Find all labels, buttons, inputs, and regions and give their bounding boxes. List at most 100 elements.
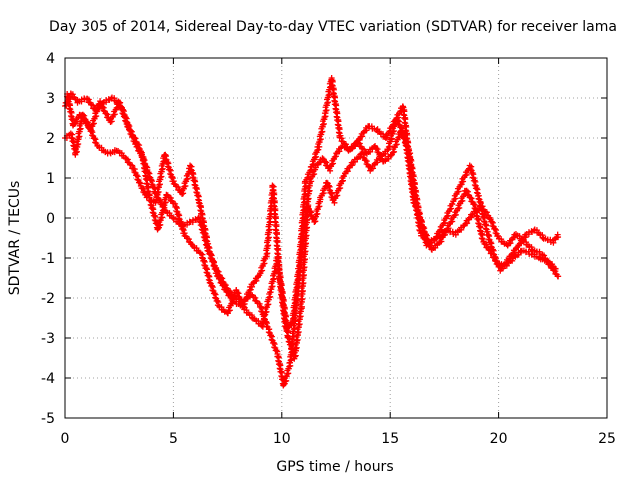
y-tick-label: -2 bbox=[41, 291, 55, 307]
data-point bbox=[471, 205, 478, 212]
data-point bbox=[448, 201, 455, 208]
data-point bbox=[191, 181, 198, 188]
data-point bbox=[420, 228, 427, 235]
x-tick-label: 20 bbox=[490, 431, 508, 447]
data-point bbox=[469, 174, 476, 181]
y-tick-label: 3 bbox=[46, 91, 55, 107]
data-point bbox=[452, 195, 459, 202]
data-point bbox=[123, 121, 130, 127]
y-tick-label: 4 bbox=[46, 51, 55, 67]
data-point bbox=[330, 160, 337, 167]
data-point bbox=[479, 210, 486, 217]
data-point bbox=[244, 293, 251, 300]
data-point bbox=[475, 195, 482, 202]
data-point bbox=[477, 227, 484, 234]
plot-frame bbox=[64, 57, 608, 419]
data-point bbox=[64, 97, 71, 104]
axes: 0 5 10 15 20 25 -5 -4 -3 -2 -1 0 1 2 3 4 bbox=[41, 51, 616, 447]
data-point bbox=[169, 214, 176, 221]
data-point bbox=[475, 220, 482, 227]
data-point bbox=[203, 237, 210, 244]
data-point bbox=[145, 191, 152, 198]
data-point bbox=[268, 336, 275, 343]
data-point bbox=[431, 236, 438, 243]
data-point bbox=[445, 212, 452, 219]
data-point bbox=[275, 357, 282, 364]
data-point bbox=[554, 231, 561, 238]
data-point bbox=[122, 117, 129, 124]
data-point bbox=[473, 212, 480, 219]
data-point bbox=[331, 101, 338, 108]
y-tick-label: 2 bbox=[46, 131, 55, 147]
data-point bbox=[423, 235, 430, 242]
data-point bbox=[335, 125, 342, 132]
data-point bbox=[330, 93, 337, 100]
data-point bbox=[195, 196, 202, 203]
data-point bbox=[265, 329, 272, 336]
data-point bbox=[193, 189, 200, 196]
series-track-b bbox=[62, 75, 559, 334]
data-point bbox=[413, 207, 420, 214]
data-point bbox=[162, 156, 169, 163]
y-tick-label: -3 bbox=[41, 331, 55, 347]
data-point bbox=[276, 365, 283, 372]
data-point bbox=[307, 212, 314, 219]
data-point bbox=[140, 160, 147, 167]
data-point bbox=[315, 146, 322, 153]
data-point bbox=[111, 111, 118, 118]
data-point bbox=[209, 287, 216, 294]
data-point bbox=[455, 188, 462, 195]
data-point bbox=[175, 215, 182, 222]
data-point bbox=[116, 102, 123, 109]
data-point bbox=[108, 118, 115, 125]
data-point bbox=[197, 207, 204, 214]
data-point bbox=[189, 174, 196, 181]
data-point bbox=[66, 105, 73, 112]
y-tick-label: 0 bbox=[46, 211, 55, 227]
data-point bbox=[205, 276, 212, 283]
data-point bbox=[68, 113, 75, 120]
data-point bbox=[387, 152, 394, 159]
x-tick-label: 5 bbox=[169, 431, 178, 447]
data-point bbox=[482, 225, 489, 232]
chart-title: Day 305 of 2014, Sidereal Day-to-day VTE… bbox=[49, 19, 617, 35]
data-point bbox=[304, 205, 311, 212]
data-point bbox=[459, 197, 466, 204]
data-point bbox=[178, 222, 185, 229]
y-tick-label: -4 bbox=[41, 371, 55, 387]
data-point bbox=[164, 163, 171, 170]
data-point bbox=[473, 189, 480, 196]
data-point bbox=[328, 77, 335, 84]
data-point bbox=[210, 262, 217, 269]
data-point bbox=[187, 166, 194, 173]
data-point bbox=[203, 269, 210, 276]
x-axis-label: GPS time / hours bbox=[276, 459, 393, 475]
data-point bbox=[471, 181, 478, 188]
data-point bbox=[167, 170, 174, 177]
data-point bbox=[206, 279, 213, 286]
data-point bbox=[198, 214, 205, 221]
data-point bbox=[249, 314, 256, 321]
data-point bbox=[448, 205, 455, 212]
data-point bbox=[278, 373, 285, 380]
x-tick-label: 25 bbox=[598, 431, 616, 447]
data-point bbox=[201, 230, 208, 237]
data-point bbox=[271, 344, 278, 351]
data-point bbox=[539, 234, 546, 241]
data-point bbox=[267, 289, 274, 296]
data-point bbox=[481, 218, 488, 225]
data-point bbox=[552, 265, 559, 272]
data-point bbox=[485, 236, 492, 243]
data-point bbox=[442, 219, 448, 226]
data-point bbox=[478, 235, 485, 242]
y-tick-label: -1 bbox=[41, 251, 55, 267]
data-point bbox=[308, 178, 315, 185]
x-tick-label: 15 bbox=[381, 431, 399, 447]
data-point bbox=[258, 308, 265, 315]
data-point bbox=[119, 110, 126, 117]
data-point bbox=[149, 209, 156, 216]
data-point bbox=[198, 254, 205, 261]
data-point bbox=[208, 255, 215, 262]
data-point bbox=[410, 199, 417, 206]
